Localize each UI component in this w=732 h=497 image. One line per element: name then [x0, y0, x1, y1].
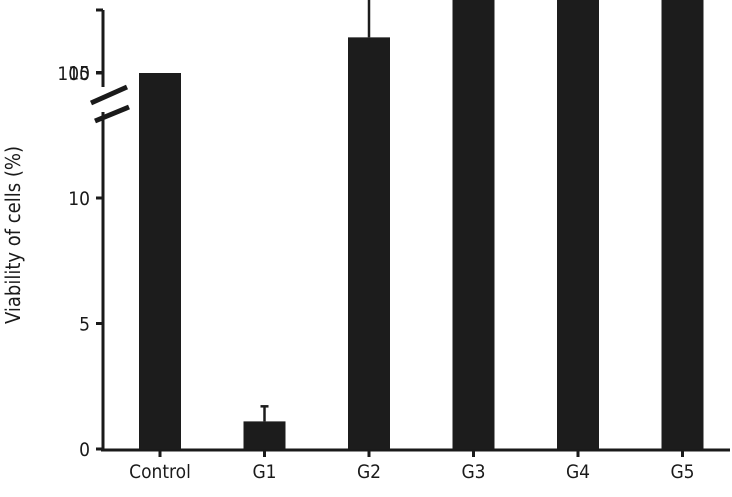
bar-g2	[348, 37, 390, 450]
y-tick-label-100: 100	[57, 63, 90, 85]
x-axis: Control G1 G2 G3 G4 G5	[101, 448, 730, 483]
y-tick-label-5: 5	[79, 314, 90, 336]
y-tick-label-0: 0	[79, 439, 90, 461]
x-tick-label-g4: G4	[566, 461, 590, 483]
y-axis-title-group: Viability of cells (%)	[1, 146, 25, 324]
bar-g4	[557, 0, 599, 449]
bar-g5	[661, 0, 704, 449]
bar-g3	[452, 0, 495, 449]
x-tick-label-g1: G1	[252, 461, 276, 483]
y-axis: 0510152025100	[57, 8, 130, 461]
x-tick-label-g3: G3	[461, 461, 485, 483]
bar-control	[139, 73, 181, 449]
x-tick-label-g2: G2	[357, 461, 381, 483]
x-tick-label-control: Control	[129, 461, 191, 483]
error-bars	[260, 0, 371, 422]
axis-break-mark-1	[89, 84, 129, 106]
bars	[139, 0, 704, 450]
y-tick-label-10: 10	[68, 188, 90, 210]
y-axis-title: Viability of cells (%)	[1, 146, 25, 324]
x-tick-label-g5: G5	[670, 461, 694, 483]
bar-g1	[243, 421, 286, 449]
axis-break-mark-2	[94, 104, 130, 124]
y-tick-label-15: 15	[68, 63, 90, 85]
